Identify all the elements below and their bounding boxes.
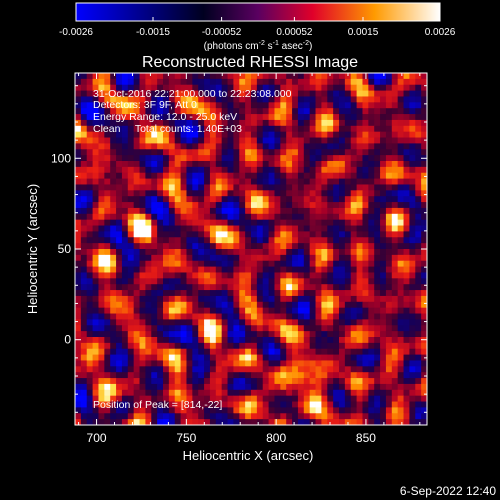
colorbar-tick-label: 0.0026 bbox=[425, 27, 456, 38]
y-axis-label: Heliocentric Y (arcsec) bbox=[25, 184, 40, 314]
annotation-peak: Position of Peak = [814,-22] bbox=[93, 399, 222, 411]
axis-ticks: 700 750 800 850 0 50 100 bbox=[51, 73, 427, 445]
x-tick-label: 700 bbox=[87, 431, 107, 445]
colorbar-unit-label: (photons cm-2 s-1 asec-2) bbox=[204, 40, 313, 52]
annotation-energy: Energy Range: 12.0 - 25.0 keV bbox=[93, 111, 237, 123]
footer-date: 6-Sep-2022 12:40 bbox=[400, 484, 496, 498]
y-tick-label: 50 bbox=[58, 242, 72, 256]
y-tick-label: 0 bbox=[64, 333, 71, 347]
x-axis-label: Heliocentric X (arcsec) bbox=[183, 448, 314, 463]
x-tick-label: 800 bbox=[266, 431, 286, 445]
chart-title: Reconstructed RHESSI Image bbox=[142, 54, 358, 71]
x-tick-label: 750 bbox=[176, 431, 196, 445]
colorbar-ticks: -0.0026 -0.0015 -0.00052 0.00052 0.0015 0.002… bbox=[59, 17, 456, 38]
annotation-detectors: Detectors: 3F 9F, Att 0 bbox=[93, 99, 197, 111]
annotation-method: Clean Total counts: 1.40E+03 bbox=[93, 123, 242, 135]
colorbar-tick-label: 0.00052 bbox=[276, 27, 313, 38]
y-tick-label: 100 bbox=[51, 151, 71, 165]
colorbar-tick-label: 0.0015 bbox=[348, 27, 379, 38]
colorbar-tick-label: -0.00052 bbox=[202, 27, 242, 38]
colorbar-tick-label: -0.0026 bbox=[59, 27, 93, 38]
colorbar bbox=[75, 2, 441, 22]
colorbar-tick-label: -0.0015 bbox=[136, 27, 170, 38]
heatmap-image bbox=[75, 73, 427, 425]
annotation-time-range: 31-Oct-2016 22:21:00.000 to 22:23:08.000 bbox=[93, 88, 292, 100]
x-tick-label: 850 bbox=[356, 431, 376, 445]
